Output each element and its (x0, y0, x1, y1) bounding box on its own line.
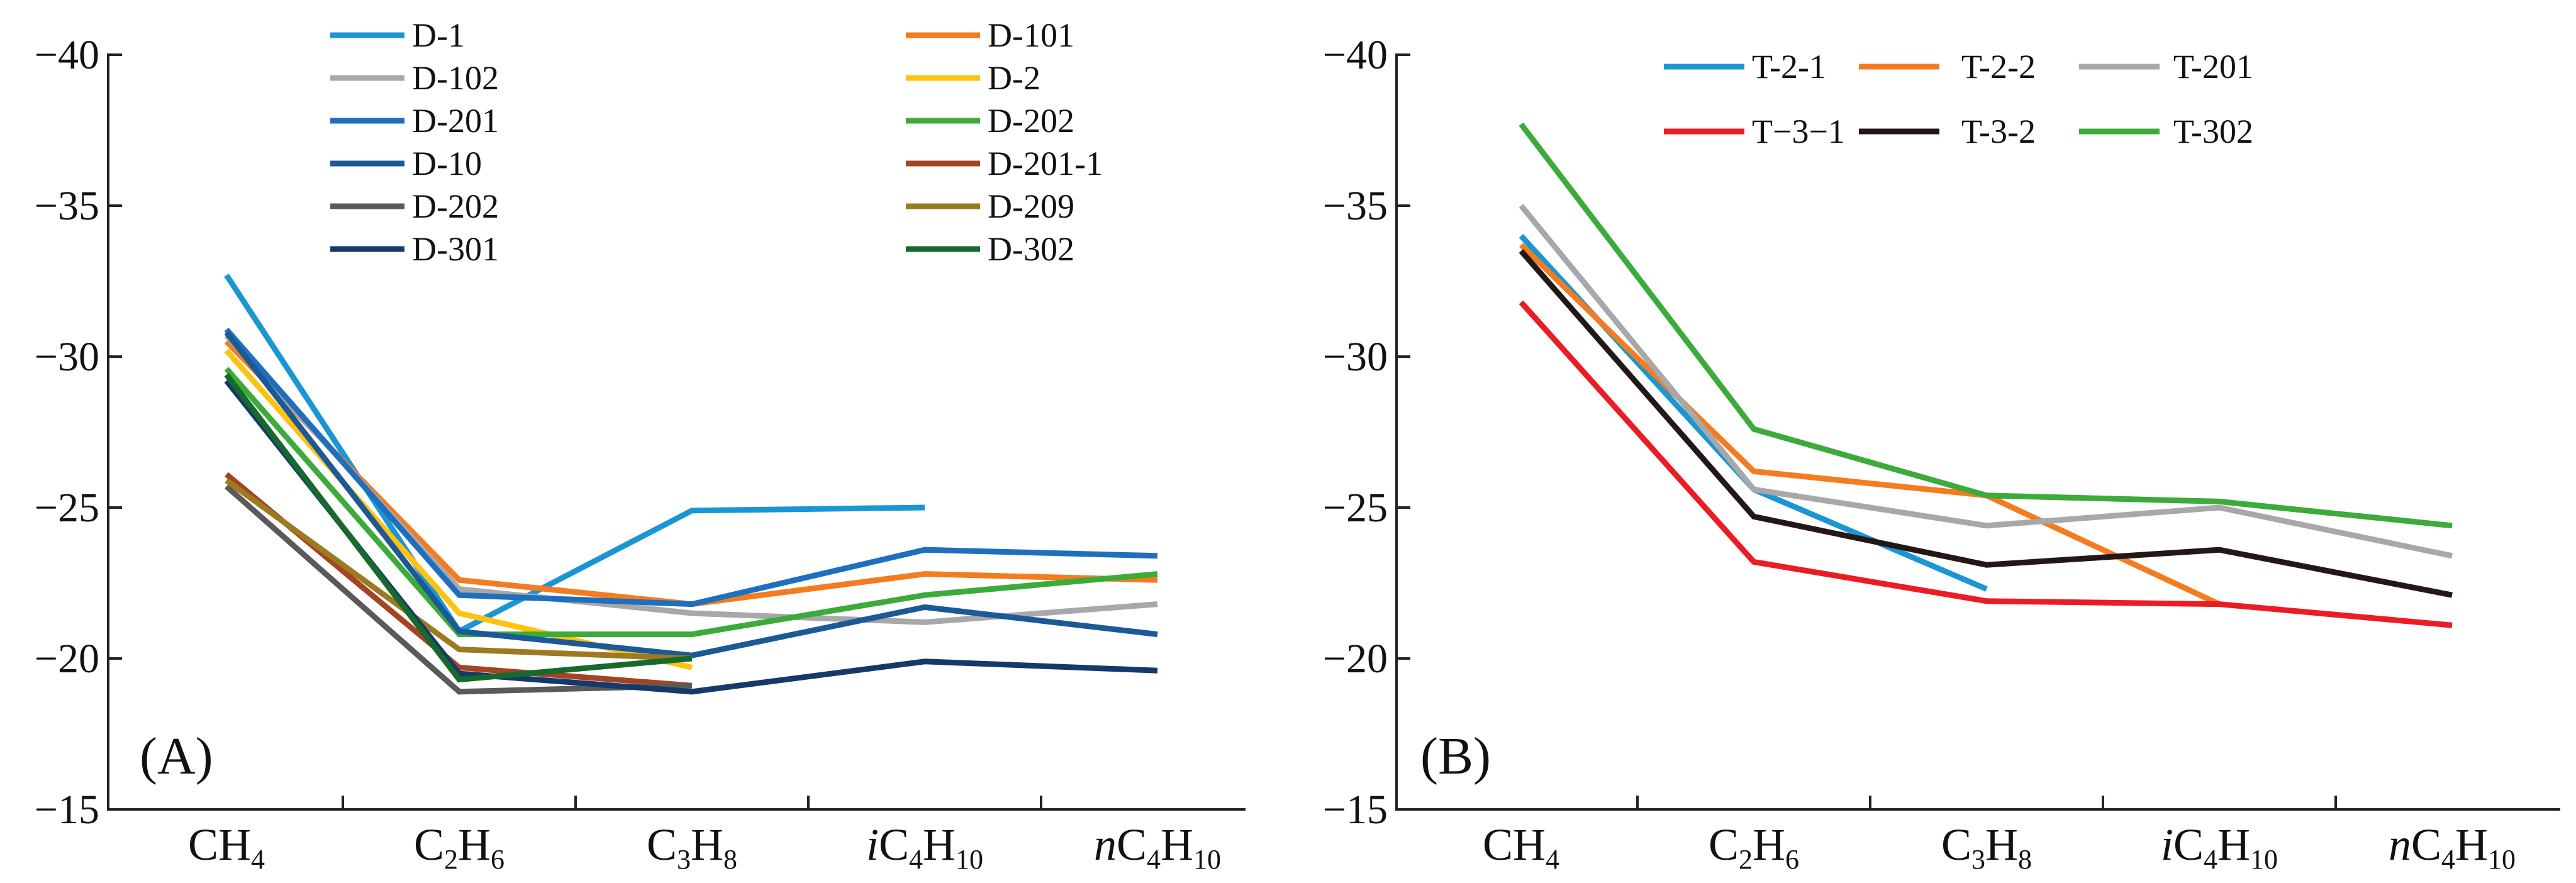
category-subscript: 6 (491, 844, 505, 875)
series-line-a-10 (225, 478, 693, 662)
category-name: C (879, 819, 909, 870)
series-line-a-6 (224, 367, 1158, 638)
legend-label: D-1 (412, 16, 465, 54)
legend-label: D-302 (988, 230, 1074, 268)
category-subscript: 3 (677, 844, 691, 875)
category-rest: H (1753, 819, 1785, 870)
category-name: C (647, 819, 677, 870)
category-prefix: n (2389, 819, 2411, 870)
category-subscript: 4 (1546, 844, 1559, 875)
y-tick-label: −30 (35, 334, 99, 380)
legend-label: T−3−1 (1752, 113, 1845, 150)
category-name: C (1117, 819, 1147, 870)
legend-label: D-301 (412, 230, 499, 268)
category-subscript: 4 (909, 844, 923, 875)
y-tick-label: −40 (35, 32, 99, 78)
category-subscript: 8 (2018, 844, 2032, 875)
category-subscript: 4 (2441, 844, 2455, 875)
category-name: C (414, 819, 444, 870)
series-line-a-1 (224, 273, 925, 635)
x-category-label: CH4 (1483, 819, 1559, 875)
x-category-label: nC4H10 (1094, 819, 1221, 875)
panel-label: (A) (140, 727, 213, 786)
legend-label: D-209 (988, 187, 1074, 225)
legend-label: D-10 (412, 145, 482, 182)
category-subscript: 4 (2204, 844, 2217, 875)
series-line-b-6 (1519, 122, 2453, 529)
legend-label: D-201 (412, 102, 499, 140)
x-category-label: nC4H10 (2389, 819, 2516, 875)
category-subscript: 6 (1785, 844, 1799, 875)
category-rest: H (1161, 819, 1193, 870)
category-subscript: 8 (723, 844, 737, 875)
series-line-b-3 (1519, 204, 2453, 559)
category-prefix: i (2161, 819, 2173, 870)
legend-label: D-202 (988, 102, 1074, 140)
category-rest: H (458, 819, 491, 870)
series-line-b-2 (1519, 243, 2221, 607)
legend-label: T-3-2 (1961, 113, 2036, 150)
category-prefix: i (866, 819, 879, 870)
series-line-a-5 (224, 327, 1158, 608)
series-line-b-5 (1519, 249, 2453, 598)
category-subscript: 10 (2488, 844, 2516, 875)
y-tick-label: −25 (35, 485, 99, 531)
category-subscript: 3 (1971, 844, 1985, 875)
x-category-label: C2H6 (414, 819, 505, 875)
category-subscript: 2 (1739, 844, 1753, 875)
legend-label: T-201 (2173, 48, 2253, 86)
category-name: C (1709, 819, 1739, 870)
category-rest: H (2455, 819, 2488, 870)
category-subscript: 10 (956, 844, 983, 875)
legend-label: T-2-1 (1752, 48, 1826, 86)
category-rest: H (2217, 819, 2250, 870)
legend-label: D-101 (988, 16, 1074, 54)
x-category-label: C3H8 (647, 819, 737, 875)
category-rest: H (691, 819, 723, 870)
y-tick-label: −35 (35, 183, 99, 229)
category-subscript: 4 (1147, 844, 1161, 875)
legend-label: T-2-2 (1961, 48, 2036, 86)
legend-label: T-302 (2173, 113, 2253, 150)
category-rest: H (923, 819, 956, 870)
series-line-a-7 (224, 330, 1158, 658)
legend-label: D-2 (988, 59, 1040, 97)
category-name: C (2173, 819, 2204, 870)
series-line-a-12 (224, 373, 693, 683)
legend-label: D-102 (412, 59, 499, 97)
y-tick-label: −15 (35, 787, 99, 833)
y-tick-label: −25 (1323, 485, 1388, 531)
panel-label: (B) (1420, 727, 1491, 786)
series-line-a-2 (224, 339, 1158, 608)
y-tick-label: −15 (1323, 787, 1388, 833)
x-category-label: iC4H10 (866, 819, 983, 875)
x-category-label: CH4 (188, 819, 265, 875)
category-subscript: 4 (251, 844, 265, 875)
legend-label: D-202 (412, 187, 499, 225)
series-line-a-11 (224, 379, 1158, 695)
category-name: CH (188, 819, 251, 870)
category-rest: H (1985, 819, 2018, 870)
x-category-label: iC4H10 (2161, 819, 2278, 875)
legend-label: D-201-1 (988, 145, 1103, 182)
series-line-b-4 (1519, 300, 2453, 628)
series-line-a-4 (224, 348, 693, 670)
y-tick-label: −40 (1323, 32, 1388, 78)
category-subscript: 10 (1193, 844, 1221, 875)
y-tick-label: −20 (35, 636, 99, 682)
category-subscript: 2 (444, 844, 458, 875)
category-name: CH (1483, 819, 1546, 870)
y-tick-label: −30 (1323, 334, 1388, 380)
y-tick-label: −35 (1323, 183, 1388, 229)
category-name: C (1941, 819, 1971, 870)
category-subscript: 10 (2250, 844, 2278, 875)
y-tick-label: −20 (1323, 636, 1388, 682)
x-category-label: C2H6 (1709, 819, 1799, 875)
x-category-label: C3H8 (1941, 819, 2032, 875)
category-prefix: n (1094, 819, 1117, 870)
category-name: C (2411, 819, 2441, 870)
